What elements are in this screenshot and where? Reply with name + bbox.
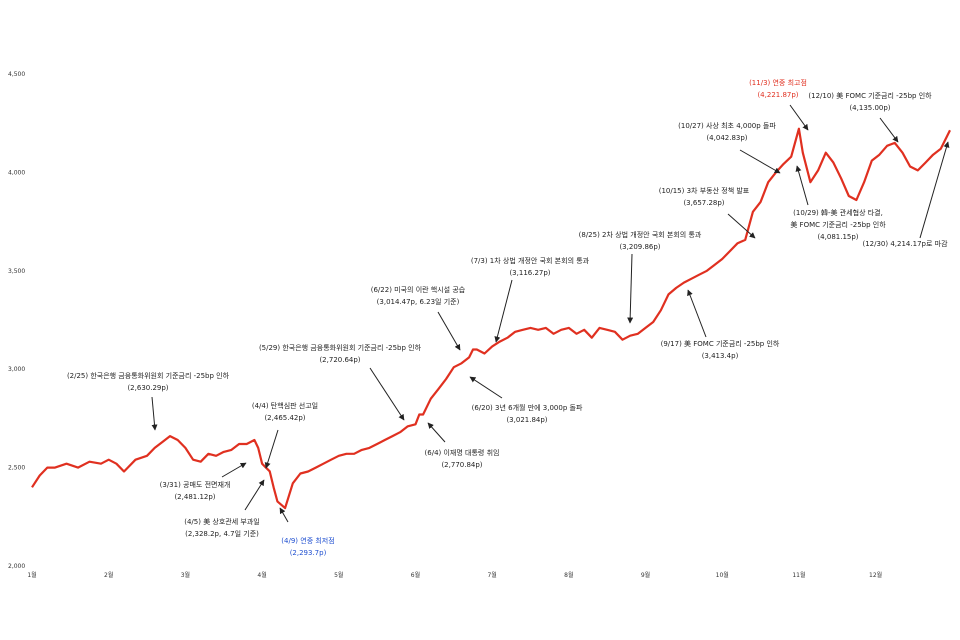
annotation-arrow bbox=[369, 367, 405, 421]
y-tick-label: 2,500 bbox=[8, 465, 25, 472]
annotation-label: (5/29) 한국은행 금융통화위원회 기준금리 -25bp 인하 bbox=[259, 343, 422, 352]
x-tick-label: 10월 bbox=[716, 571, 729, 579]
annotation-label: (12/10) 美 FOMC 기준금리 -25bp 인하 bbox=[808, 91, 932, 100]
annotation-arrow bbox=[221, 462, 247, 478]
x-tick-label: 11월 bbox=[792, 571, 805, 579]
x-tick-label: 8월 bbox=[564, 571, 573, 579]
annotation-label: (6/22) 미국의 이란 핵시설 공습 bbox=[371, 285, 466, 294]
annotation-label: (4/9) 연중 최저점 bbox=[281, 536, 334, 545]
annotation-label: (3/31) 공매도 전면재개 bbox=[160, 480, 231, 489]
annotation-arrow bbox=[494, 279, 513, 343]
annotation-arrow bbox=[437, 311, 461, 351]
annotation-value: (4,135.00p) bbox=[849, 104, 890, 112]
annotation-arrow bbox=[427, 422, 446, 443]
y-tick-label: 4,500 bbox=[8, 71, 25, 78]
annotation-arrow bbox=[727, 213, 756, 239]
annotation-arrow bbox=[919, 141, 950, 239]
annotation-value: (2,630.29p) bbox=[127, 384, 168, 392]
annotation-label: (9/17) 美 FOMC 기준금리 -25bp 인하 bbox=[661, 339, 780, 348]
x-tick-label: 9월 bbox=[641, 571, 650, 579]
x-tick-label: 2월 bbox=[104, 571, 113, 579]
x-tick-label: 5월 bbox=[334, 571, 343, 579]
annotation-arrow bbox=[279, 507, 289, 523]
y-tick-label: 3,000 bbox=[8, 366, 25, 373]
x-tick-label: 1월 bbox=[27, 571, 36, 579]
x-tick-label: 6월 bbox=[411, 571, 420, 579]
annotation-label: (10/15) 3차 부동산 정책 발표 bbox=[659, 186, 750, 195]
annotation-value: (3,021.84p) bbox=[506, 416, 547, 424]
annotation-arrow bbox=[789, 104, 809, 131]
annotation-value: (4,221.87p) bbox=[757, 91, 798, 99]
x-tick-label: 3월 bbox=[181, 571, 190, 579]
annotation-value: 美 FOMC 기준금리 -25bp 인하 bbox=[790, 220, 886, 229]
annotation-value: (3,657.28p) bbox=[683, 199, 724, 207]
annotation-label: (12/30) 4,214.17p로 마감 bbox=[862, 239, 948, 248]
annotation-arrow bbox=[244, 479, 265, 511]
annotation-label: (7/3) 1차 상법 개정안 국회 본회의 통과 bbox=[471, 256, 590, 265]
annotation-arrow bbox=[795, 165, 809, 206]
series-line bbox=[31, 127, 951, 510]
annotation-label: (6/20) 3년 6개월 만에 3,000p 돌파 bbox=[472, 403, 583, 412]
y-tick-label: 3,500 bbox=[8, 268, 25, 275]
annotation-label: (10/27) 사상 최초 4,000p 돌파 bbox=[678, 121, 776, 130]
annotation-value: (2,328.2p, 4.7일 기준) bbox=[185, 529, 259, 538]
annotation-label: (8/25) 2차 상법 개정안 국회 본회의 통과 bbox=[579, 230, 702, 239]
annotation-label: (11/3) 연중 최고점 bbox=[749, 78, 807, 87]
y-tick-label: 4,000 bbox=[8, 169, 25, 176]
annotation-value: (4,042.83p) bbox=[706, 134, 747, 142]
annotation-value: (3,413.4p) bbox=[702, 352, 739, 360]
x-tick-label: 12월 bbox=[869, 571, 882, 579]
annotation-value: (3,116.27p) bbox=[509, 269, 550, 277]
annotation-label: (4/4) 탄핵심판 선고일 bbox=[252, 401, 318, 410]
annotation-value: (3,014.47p, 6.23일 기준) bbox=[377, 297, 460, 306]
annotation-label: (10/29) 韓-美 관세협상 타결, bbox=[793, 208, 883, 217]
annotation-value: (2,293.7p) bbox=[290, 549, 327, 557]
annotation-arrow bbox=[687, 289, 707, 338]
annotation-value: (2,465.42p) bbox=[264, 414, 305, 422]
y-tick-label: 2,000 bbox=[8, 563, 25, 570]
annotations: (2/25) 한국은행 금융통화위원회 기준금리 -25bp 인하 (2,630.… bbox=[67, 78, 948, 557]
annotation-label: (4/5) 美 상호관세 부과일 bbox=[184, 517, 259, 526]
annotation-value: (4,081.15p) bbox=[817, 233, 858, 241]
y-axis: 2,000 2,500 3,000 3,500 4,000 4,500 bbox=[8, 71, 25, 570]
annotation-arrow bbox=[151, 396, 158, 431]
annotation-arrow bbox=[469, 376, 503, 399]
annotation-label: (2/25) 한국은행 금융통화위원회 기준금리 -25bp 인하 bbox=[67, 371, 230, 380]
annotation-arrow bbox=[264, 429, 279, 469]
annotation-value: (2,481.12p) bbox=[174, 493, 215, 501]
annotation-label: (6/4) 이재명 대통령 취임 bbox=[425, 448, 500, 457]
x-axis: 1월 2월 3월 4월 5월 6월 7월 8월 9월 10월 11월 12월 bbox=[27, 571, 882, 579]
annotation-value: (2,720.64p) bbox=[319, 356, 360, 364]
x-tick-label: 4월 bbox=[257, 571, 266, 579]
annotation-value: (3,209.86p) bbox=[619, 243, 660, 251]
annotation-arrow bbox=[627, 253, 634, 324]
annotation-arrow bbox=[739, 149, 781, 174]
annotation-arrows bbox=[151, 104, 950, 523]
x-tick-label: 7월 bbox=[487, 571, 496, 579]
annotation-value: (2,770.84p) bbox=[441, 461, 482, 469]
annotation-arrow bbox=[879, 117, 899, 143]
